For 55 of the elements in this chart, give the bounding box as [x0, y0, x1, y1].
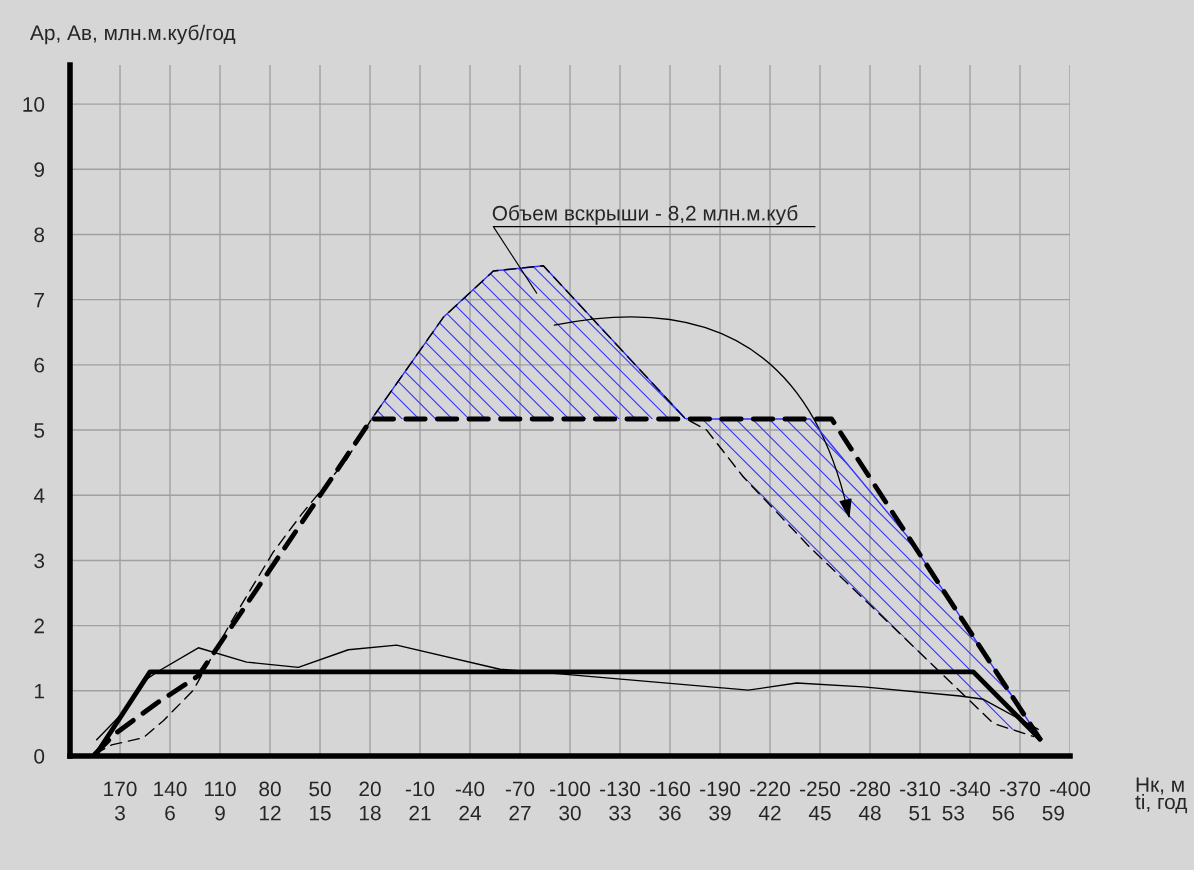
x-tick-label: -310 — [900, 781, 941, 797]
x2-tick-label: 30 — [559, 805, 581, 821]
x2-tick-label: 3 — [115, 805, 125, 821]
x-tick-label: -10 — [405, 781, 435, 797]
x2-tick-label: 39 — [709, 805, 731, 821]
x2-tick-label: 9 — [215, 805, 225, 821]
y-axis-title: Ар, Ав, млн.м.куб/год — [30, 24, 236, 45]
x-tick-label: -70 — [505, 781, 535, 797]
x-tick-label: 110 — [204, 781, 236, 797]
x2-tick-label: 56 — [992, 805, 1015, 821]
x-tick-label: -190 — [700, 781, 741, 797]
x-tick-label: -160 — [650, 781, 691, 797]
x2-tick-label: 42 — [758, 805, 781, 821]
x2-tick-label: 12 — [260, 805, 281, 821]
x-tick-label: -370 — [1000, 781, 1041, 797]
x-tick-label: 50 — [309, 781, 331, 797]
x2-tick-label: 48 — [858, 805, 881, 821]
x-tick-label: -100 — [550, 781, 591, 797]
y-tick-label: 6 — [34, 357, 45, 373]
y-tick-label: 2 — [34, 618, 44, 634]
x2-tick-label: 53 — [942, 805, 965, 821]
y-tick-label: 0 — [34, 749, 45, 764]
x2-tick-label: 27 — [509, 805, 531, 821]
x-tick-label: -130 — [600, 781, 641, 797]
x-axis-title: Нк, м — [1136, 777, 1184, 795]
x2-tick-label: 6 — [165, 805, 175, 821]
x-tick-label: -220 — [750, 781, 791, 797]
y-tick-label: 8 — [34, 227, 45, 243]
x-tick-label: -280 — [850, 781, 891, 797]
y-tick-label: 9 — [34, 162, 45, 178]
x-tick-label: 80 — [259, 781, 281, 797]
annotation: Объем вскрыши - 8,2 млн.м.куб — [492, 205, 798, 225]
x2-tick-label: 15 — [310, 805, 331, 821]
x2-axis-title: ti, год — [1135, 794, 1188, 814]
x-tick-label: -250 — [800, 781, 841, 797]
x2-tick-label: 33 — [609, 805, 631, 821]
x2-tick-label: 21 — [409, 805, 431, 821]
x-tick-label: -40 — [455, 781, 485, 797]
x-tick-label: -400 — [1050, 781, 1091, 797]
y-tick-label: 7 — [34, 292, 44, 308]
x2-tick-label: 36 — [659, 805, 681, 821]
y-tick-label: 4 — [33, 488, 45, 503]
y-tick-label: 1 — [35, 684, 44, 699]
x-tick-label: 140 — [154, 781, 187, 797]
x-tick-label: 20 — [359, 781, 381, 797]
x2-tick-label: 18 — [360, 805, 381, 821]
x2-tick-label: 24 — [459, 805, 481, 821]
x-tick-label: -340 — [950, 781, 991, 797]
x-tick-label: 170 — [104, 781, 137, 797]
y-tick-label: 5 — [34, 423, 45, 438]
x2-tick-label: 51 — [909, 805, 931, 821]
x2-tick-label: 45 — [808, 805, 831, 821]
y-tick-label: 3 — [34, 553, 45, 569]
x2-tick-label: 59 — [1042, 805, 1064, 821]
y-tick-label: 10 — [23, 97, 45, 112]
